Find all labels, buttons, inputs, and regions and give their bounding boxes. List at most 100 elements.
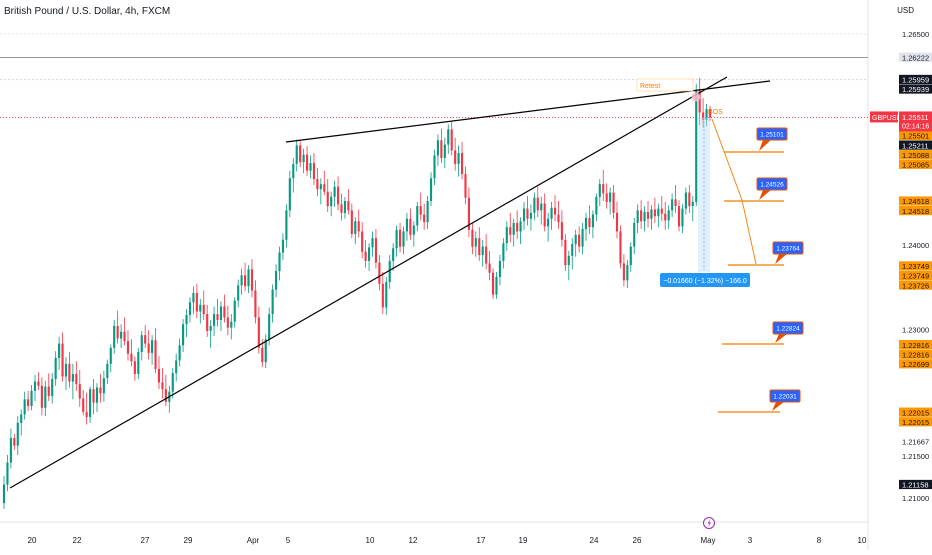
target-label: 1.22031: [773, 394, 797, 401]
price-label: 1.22816: [902, 350, 929, 359]
candle-body: [6, 462, 9, 485]
price-label: 1.25939: [902, 85, 929, 94]
candle-body: [636, 210, 639, 223]
candle-body: [37, 381, 40, 386]
candle-body: [423, 214, 426, 223]
candle-body: [547, 218, 550, 227]
candle-body: [619, 231, 622, 264]
retest-box: [636, 78, 694, 92]
retest-marker: [691, 92, 701, 102]
candle-body: [71, 373, 74, 382]
x-tick-label: 10: [858, 536, 867, 545]
candle-body: [615, 212, 619, 232]
candle-body: [244, 275, 247, 287]
price-label: 1.25211: [902, 141, 929, 150]
candle-body: [571, 244, 574, 256]
candle-body: [512, 222, 515, 235]
candle-body: [433, 155, 436, 179]
target-label: 1.23764: [776, 246, 800, 253]
candle-body: [405, 218, 409, 232]
candle-body: [426, 201, 429, 223]
candle-body: [622, 263, 625, 281]
candle-body: [643, 212, 646, 222]
candle-body: [154, 340, 157, 369]
price-label-box: [899, 140, 932, 150]
candle-body: [151, 340, 154, 353]
price-label-box: [899, 417, 932, 427]
candle-body: [188, 302, 192, 315]
price-label-box: [899, 150, 932, 160]
target-pointer: [775, 254, 787, 264]
candle-body: [164, 389, 167, 402]
price-label: 1.26222: [902, 53, 929, 62]
target-pointer: [759, 190, 771, 200]
candle-body: [285, 210, 288, 240]
candle-body: [481, 246, 484, 256]
candle-body: [213, 314, 216, 326]
candle-body: [23, 399, 26, 415]
candle-body: [681, 208, 684, 227]
candle-body: [536, 197, 539, 211]
x-tick-label: 26: [633, 536, 642, 545]
x-tick-label: 24: [590, 536, 599, 545]
candle-body: [271, 289, 274, 315]
candle-body: [175, 360, 178, 374]
candle-body: [698, 90, 701, 113]
candle-body: [467, 197, 470, 230]
candle-body: [275, 271, 278, 290]
candle-body: [567, 255, 570, 266]
candle-body: [440, 140, 443, 159]
target-label: 1.22824: [776, 326, 800, 333]
candle-body: [529, 212, 532, 219]
candle-body: [626, 265, 629, 281]
candle-body: [364, 251, 367, 261]
countdown-label: 02:14:16: [902, 123, 929, 130]
price-label: 1.23749: [902, 272, 929, 281]
candle-body: [78, 384, 81, 399]
price-label-box: [899, 84, 932, 94]
wedge-support-line: [9, 76, 728, 489]
candle-body: [120, 331, 123, 339]
y-tick-label: 1.26500: [902, 30, 929, 39]
price-label-box: [899, 479, 932, 490]
candle-body: [367, 247, 371, 261]
x-tick-label: 19: [519, 536, 528, 545]
candle-body: [526, 208, 529, 219]
candle-body: [502, 243, 505, 261]
candle-body: [584, 217, 588, 229]
chart-title: British Pound / U.S. Dollar, 4h, FXCM: [4, 6, 171, 17]
candle-body: [395, 229, 398, 249]
y-tick-label: 1.21500: [902, 452, 929, 461]
x-tick-label: 8: [817, 536, 822, 545]
candle-body: [202, 304, 205, 315]
candle-body: [388, 260, 391, 283]
target-box: [756, 177, 788, 191]
price-label: 1.23726: [902, 281, 929, 290]
candle-body: [44, 386, 47, 408]
candle-body: [374, 238, 378, 263]
candle-body: [350, 210, 353, 234]
candle-body: [471, 229, 474, 247]
candle-body: [574, 234, 577, 245]
candle-body: [237, 285, 240, 301]
candle-body: [340, 204, 343, 213]
candle-body: [68, 363, 71, 382]
candle-body: [206, 314, 209, 331]
candle-body: [305, 154, 309, 171]
price-label: 1.21158: [902, 481, 929, 490]
candle-body: [9, 438, 12, 463]
candle-body: [13, 438, 16, 446]
price-label-box: [899, 349, 932, 359]
candle-body: [495, 276, 498, 295]
y-tick-label: 1.23000: [902, 325, 929, 334]
candle-body: [474, 238, 477, 247]
candle-body: [591, 214, 594, 228]
wedge-resistance-line: [285, 80, 771, 143]
candle-body: [540, 203, 543, 211]
candle-body: [95, 387, 99, 403]
candle-body: [326, 191, 329, 207]
price-label: 1.22699: [902, 360, 929, 369]
candle-body: [75, 373, 78, 385]
